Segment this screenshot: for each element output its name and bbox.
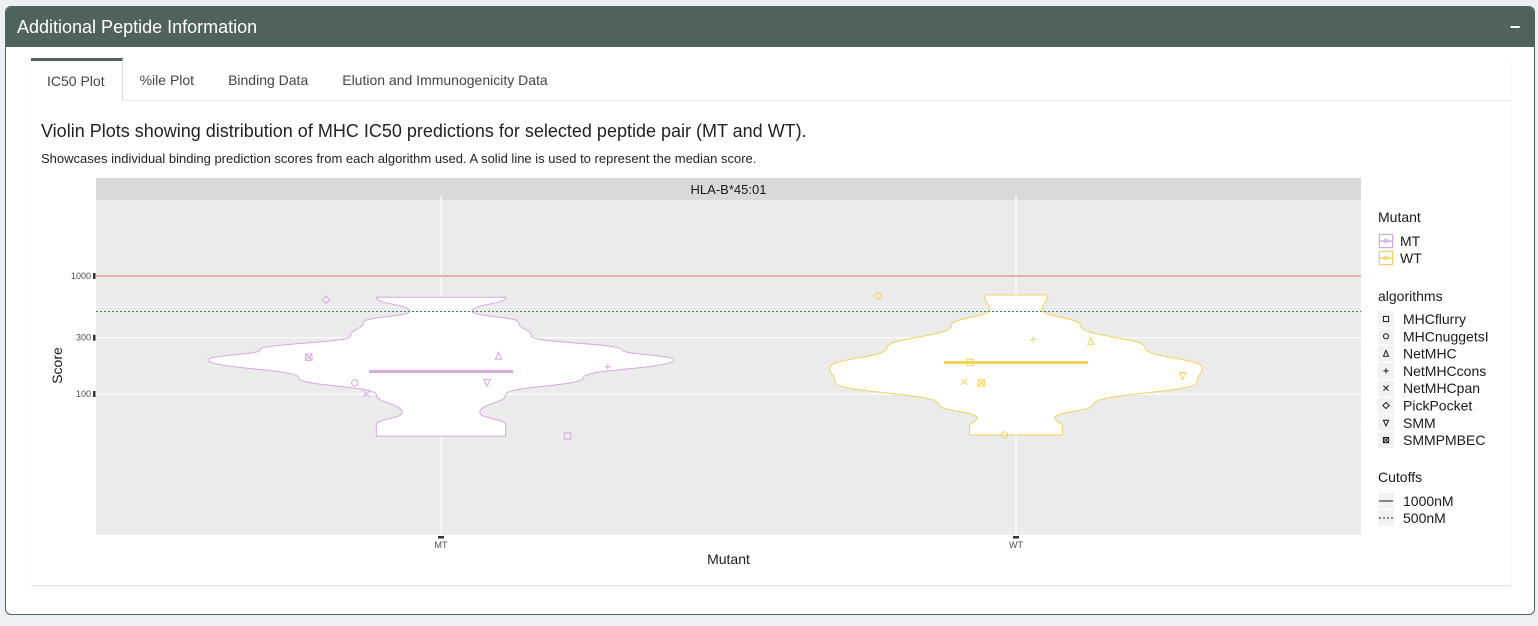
y-tick bbox=[93, 273, 96, 279]
legend-label-smm: SMM bbox=[1403, 415, 1436, 431]
point-mt-pickpocket bbox=[321, 295, 331, 305]
facet-strip bbox=[96, 178, 1361, 200]
legend-key-wt bbox=[1378, 250, 1394, 266]
tab-elution-immunogenicity[interactable]: Elution and Immunogenicity Data bbox=[342, 71, 548, 88]
point-wt-smm bbox=[1178, 371, 1187, 381]
legend-key-netmhcpan bbox=[1383, 385, 1389, 392]
point-wt-pickpocket bbox=[873, 291, 883, 301]
y-tick-label: 300 bbox=[76, 333, 91, 343]
point-mt-mhcnuggetsi bbox=[351, 379, 359, 387]
x-axis-label: Mutant bbox=[707, 551, 750, 567]
y-axis-label: Score bbox=[49, 347, 65, 384]
legend-title-cutoffs: Cutoffs bbox=[1378, 469, 1422, 485]
legend-label-pickpocket: PickPocket bbox=[1403, 398, 1472, 414]
panel-header: Additional Peptide Information − bbox=[6, 7, 1534, 47]
legend-key-bg bbox=[1378, 510, 1394, 526]
tab-binding-data[interactable]: Binding Data bbox=[228, 71, 309, 88]
point-wt-smmpmbec bbox=[977, 379, 986, 387]
legend-title-mutant: Mutant bbox=[1378, 209, 1421, 225]
legend-key-smmpmbec bbox=[1382, 437, 1390, 444]
point-mt-netmhccons bbox=[604, 363, 611, 371]
tab-bar: IC50 Plot %ile Plot Binding Data Elution… bbox=[31, 58, 1511, 101]
legend-key-mhcnuggetsi bbox=[1382, 333, 1390, 340]
legend-key-mt bbox=[1378, 233, 1394, 249]
legend-label-mt: MT bbox=[1400, 233, 1421, 249]
legend-key-bg bbox=[1378, 311, 1394, 327]
violin-mt bbox=[207, 296, 675, 437]
tab-ic50-plot[interactable]: IC50 Plot bbox=[31, 58, 123, 101]
x-tick bbox=[438, 536, 444, 539]
y-tick-label: 1000 bbox=[71, 271, 91, 281]
panel-title: Additional Peptide Information bbox=[17, 16, 258, 37]
legend-key-bg bbox=[1378, 414, 1394, 431]
collapse-button[interactable]: − bbox=[1509, 16, 1521, 37]
legend-label-netmhccons: NetMHCcons bbox=[1403, 363, 1486, 379]
point-wt-mhcflurry bbox=[966, 358, 974, 367]
y-tick bbox=[93, 391, 96, 397]
tab-percentile-plot[interactable]: %ile Plot bbox=[139, 71, 195, 88]
tab-box: IC50 Plot %ile Plot Binding Data Elution… bbox=[31, 58, 1511, 586]
x-tick-label: MT bbox=[435, 540, 448, 550]
legend-key-mhcflurry bbox=[1382, 315, 1390, 323]
y-tick bbox=[93, 334, 96, 341]
plot-subheading: Showcases individual binding prediction … bbox=[41, 151, 757, 166]
legend-key-bg bbox=[1378, 397, 1394, 414]
plot-heading: Violin Plots showing distribution of MHC… bbox=[41, 121, 807, 141]
x-tick bbox=[1013, 536, 1019, 539]
legend-key-bg bbox=[1378, 345, 1394, 362]
legend-label-wt: WT bbox=[1400, 250, 1422, 266]
point-mt-smmpmbec bbox=[305, 353, 313, 361]
legend-key-netmhccons bbox=[1383, 368, 1389, 374]
legend-label-500nm: 500nM bbox=[1403, 510, 1446, 526]
x-tick-label: WT bbox=[1009, 540, 1023, 550]
violin-wt bbox=[829, 294, 1203, 436]
legend-label-mhcnuggetsi: MHCnuggetsI bbox=[1403, 328, 1489, 344]
legend-label-netmhc: NetMHC bbox=[1403, 346, 1457, 362]
legend-key-pickpocket bbox=[1382, 401, 1390, 410]
y-tick-label: 100 bbox=[76, 389, 91, 399]
legend-label-1000nm: 1000nM bbox=[1403, 493, 1454, 509]
point-mt-smm bbox=[483, 378, 491, 388]
point-mt-netmhc bbox=[494, 351, 503, 360]
legend-key-smm bbox=[1382, 419, 1390, 428]
legend-label-smmpmbec: SMMPMBEC bbox=[1403, 432, 1485, 448]
additional-peptide-panel: Additional Peptide Information − IC50 Pl… bbox=[5, 6, 1535, 615]
legend-key-netmhc bbox=[1382, 349, 1390, 357]
legend-title-algorithms: algorithms bbox=[1378, 288, 1443, 304]
point-mt-mhcflurry bbox=[563, 432, 572, 440]
point-wt-mhcnuggetsi bbox=[1000, 431, 1009, 439]
point-mt-netmhcpan bbox=[362, 390, 370, 398]
point-wt-netmhc bbox=[1086, 336, 1095, 345]
point-wt-netmhcpan bbox=[960, 378, 968, 386]
legend-label-mhcflurry: MHCflurry bbox=[1403, 311, 1466, 327]
facet-strip-label: HLA-B*45:01 bbox=[691, 182, 767, 197]
legend-key-bg bbox=[1378, 328, 1394, 345]
point-wt-netmhccons bbox=[1030, 336, 1037, 343]
legend-label-netmhcpan: NetMHCpan bbox=[1403, 380, 1480, 396]
